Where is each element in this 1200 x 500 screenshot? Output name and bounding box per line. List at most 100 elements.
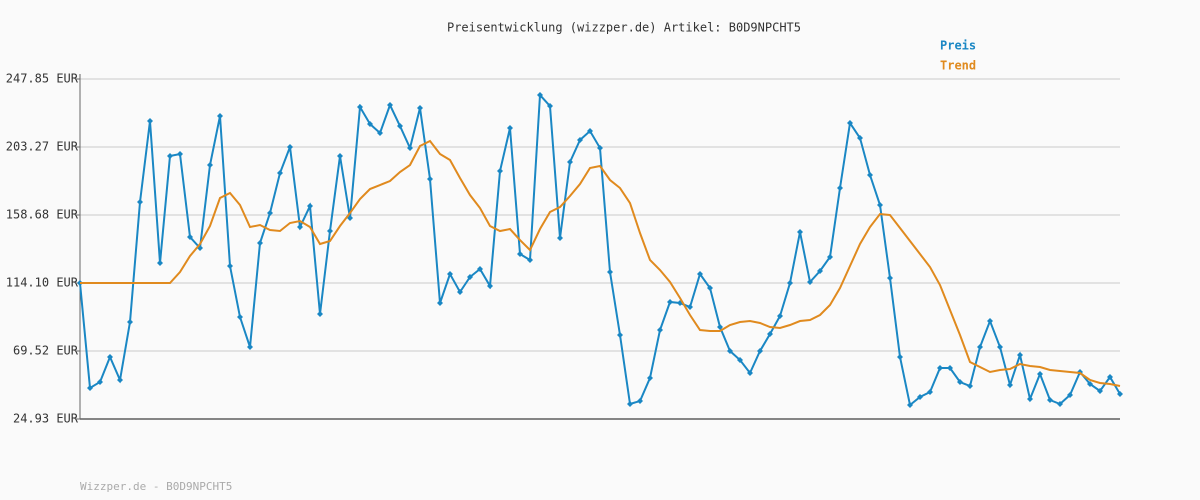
- y-tick-label: 247.85 EUR: [6, 72, 79, 86]
- marker: [687, 304, 693, 311]
- marker: [697, 271, 703, 278]
- marker: [297, 224, 303, 231]
- marker: [777, 313, 783, 320]
- marker: [1027, 396, 1033, 403]
- y-tick-label: 203.27 EUR: [6, 139, 79, 153]
- marker: [147, 118, 153, 125]
- marker: [667, 299, 673, 306]
- marker: [187, 234, 193, 241]
- marker: [167, 153, 173, 160]
- marker: [97, 378, 103, 385]
- footer: Wizzper.de - B0D9NPCHT5: [80, 480, 232, 493]
- marker: [117, 377, 123, 384]
- marker: [407, 145, 413, 152]
- marker: [967, 383, 973, 390]
- marker: [307, 203, 313, 210]
- marker: [567, 159, 573, 166]
- marker: [527, 257, 533, 264]
- marker: [587, 128, 593, 135]
- marker: [1097, 387, 1103, 394]
- marker: [387, 102, 393, 109]
- marker: [437, 300, 443, 307]
- marker: [837, 185, 843, 192]
- marker: [447, 271, 453, 278]
- marker: [547, 103, 553, 110]
- marker: [647, 375, 653, 382]
- marker: [517, 251, 523, 258]
- marker: [887, 275, 893, 282]
- marker: [1057, 401, 1063, 408]
- marker: [87, 385, 93, 392]
- marker: [107, 354, 113, 361]
- marker: [417, 105, 423, 112]
- legend-label: Preis: [940, 39, 976, 53]
- marker: [657, 327, 663, 334]
- y-tick-label: 114.10 EUR: [6, 275, 79, 289]
- marker: [457, 289, 463, 296]
- marker: [427, 176, 433, 183]
- marker: [767, 331, 773, 337]
- marker: [177, 151, 183, 158]
- marker: [247, 344, 253, 351]
- marker: [1117, 391, 1123, 398]
- marker: [937, 364, 943, 371]
- marker: [757, 348, 763, 355]
- marker: [217, 113, 223, 120]
- marker: [807, 279, 813, 286]
- marker: [557, 235, 563, 242]
- marker: [787, 280, 793, 287]
- marker: [727, 348, 733, 355]
- marker: [797, 229, 803, 236]
- marker: [267, 210, 273, 217]
- marker: [1107, 373, 1113, 380]
- marker: [847, 120, 853, 127]
- marker: [597, 145, 603, 152]
- marker: [1067, 392, 1073, 399]
- marker: [277, 170, 283, 177]
- marker: [257, 240, 263, 247]
- line: [80, 139, 1121, 387]
- marker: [537, 92, 543, 99]
- marker: [207, 162, 213, 169]
- marker: [337, 153, 343, 160]
- y-tick-label: 69.52 EUR: [13, 343, 79, 357]
- marker: [747, 369, 753, 376]
- marker: [137, 199, 143, 206]
- marker: [367, 121, 373, 128]
- marker: [157, 260, 163, 267]
- marker: [827, 254, 833, 261]
- marker: [287, 144, 293, 151]
- marker: [627, 401, 633, 408]
- marker: [1017, 352, 1023, 359]
- marker: [357, 104, 363, 111]
- marker: [977, 344, 983, 351]
- marker: [817, 268, 823, 275]
- marker: [397, 123, 403, 130]
- marker: [637, 398, 643, 405]
- marker: [1087, 380, 1093, 387]
- marker: [1037, 371, 1043, 378]
- marker: [577, 137, 583, 144]
- marker: [877, 202, 883, 209]
- marker: [897, 354, 903, 361]
- marker: [317, 311, 323, 318]
- marker: [1007, 382, 1013, 389]
- marker: [237, 314, 243, 321]
- marker: [947, 364, 953, 371]
- marker: [617, 332, 623, 339]
- marker: [487, 283, 493, 290]
- marker: [717, 323, 723, 330]
- marker: [227, 263, 233, 270]
- marker: [1047, 396, 1053, 403]
- marker: [907, 401, 913, 408]
- marker: [327, 228, 333, 235]
- marker: [467, 274, 473, 281]
- marker: [957, 378, 963, 385]
- marker: [867, 172, 873, 179]
- legend-label: Trend: [940, 59, 976, 73]
- marker: [737, 357, 743, 364]
- marker: [497, 168, 503, 175]
- marker: [917, 394, 923, 401]
